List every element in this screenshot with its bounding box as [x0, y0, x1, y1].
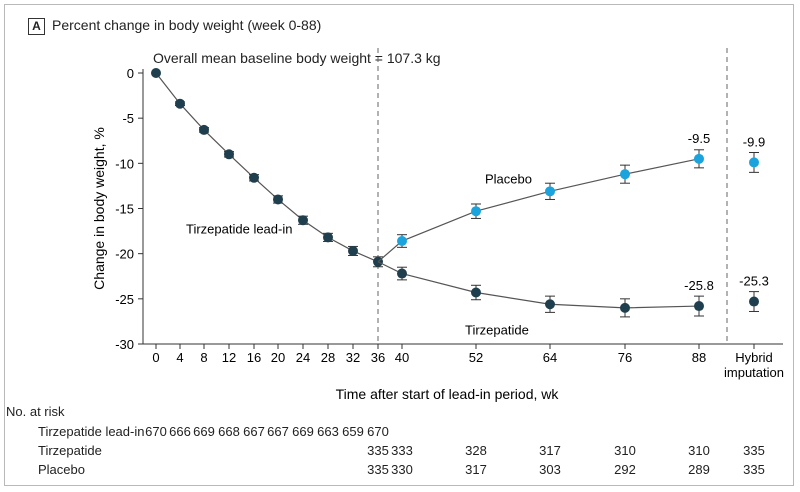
data-point — [348, 245, 358, 256]
panel-title: Percent change in body weight (week 0-88… — [52, 17, 322, 33]
value-annotation: -9.9 — [743, 134, 765, 149]
data-point — [298, 215, 308, 226]
data-point — [471, 206, 481, 217]
data-point — [694, 153, 704, 164]
y-tick-label: -25 — [115, 292, 134, 307]
data-point — [694, 301, 704, 312]
x-tick-label: 40 — [395, 350, 409, 365]
x-tick-label: 0 — [152, 350, 159, 365]
at-risk-value: 292 — [614, 462, 636, 477]
x-tick-label: 12 — [222, 350, 236, 365]
data-point — [620, 169, 630, 180]
at-risk-value: 667 — [267, 424, 289, 439]
x-tick-label: 32 — [346, 350, 360, 365]
hybrid-point — [749, 296, 759, 307]
series-line — [155, 72, 379, 263]
value-annotation: -9.5 — [688, 131, 710, 146]
at-risk-value: 666 — [169, 424, 191, 439]
at-risk-value: 335 — [743, 462, 765, 477]
at-risk-heading: No. at risk — [6, 404, 65, 419]
data-point — [199, 124, 209, 135]
at-risk-row-label: Tirzepatide — [38, 443, 102, 458]
value-annotation: -25.8 — [684, 278, 714, 293]
y-tick-label: 0 — [127, 66, 134, 81]
hybrid-point — [749, 157, 759, 168]
at-risk-value: 670 — [367, 424, 389, 439]
y-tick-label: -20 — [115, 247, 134, 262]
at-risk-row-label: Placebo — [38, 462, 85, 477]
at-risk-row-label: Tirzepatide lead-in — [38, 424, 145, 439]
at-risk-value: 317 — [539, 443, 561, 458]
at-risk-value: 335 — [367, 462, 389, 477]
x-tick-label-hybrid: Hybrid — [735, 350, 773, 365]
series-label: Placebo — [485, 172, 532, 187]
at-risk-value: 667 — [243, 424, 265, 439]
x-tick-label: 64 — [543, 350, 557, 365]
at-risk-value: 328 — [465, 443, 487, 458]
at-risk-value: 303 — [539, 462, 561, 477]
x-tick-label: 76 — [618, 350, 632, 365]
y-axis-label: Change in body weight, % — [91, 127, 107, 290]
at-risk-value: 335 — [743, 443, 765, 458]
data-point — [249, 172, 259, 183]
series-label: Tirzepatide — [465, 323, 529, 338]
data-point — [273, 194, 283, 205]
data-point — [620, 302, 630, 313]
panel-letter: A — [28, 18, 45, 35]
series-label: Tirzepatide lead-in — [186, 221, 292, 236]
data-point — [224, 149, 234, 160]
x-tick-label: 8 — [200, 350, 207, 365]
data-point — [545, 186, 555, 197]
x-tick-label: 28 — [321, 350, 335, 365]
data-point — [471, 287, 481, 298]
at-risk-value: 659 — [342, 424, 364, 439]
baseline-note: Overall mean baseline body weight = 107.… — [153, 50, 441, 66]
at-risk-value: 668 — [218, 424, 240, 439]
data-point — [151, 68, 161, 78]
x-tick-label: 24 — [296, 350, 310, 365]
value-annotation: -25.3 — [739, 274, 769, 289]
data-point — [397, 268, 407, 279]
y-tick-label: -10 — [115, 156, 134, 171]
series-line — [377, 158, 700, 263]
at-risk-value: 317 — [465, 462, 487, 477]
at-risk-value: 670 — [145, 424, 167, 439]
x-tick-label: 4 — [176, 350, 183, 365]
figure-frame — [4, 4, 794, 486]
y-tick-label: -15 — [115, 202, 134, 217]
at-risk-value: 310 — [614, 443, 636, 458]
at-risk-value: 333 — [391, 443, 413, 458]
at-risk-value: 669 — [292, 424, 314, 439]
at-risk-value: 330 — [391, 462, 413, 477]
x-tick-label: 16 — [247, 350, 261, 365]
data-point — [545, 299, 555, 310]
data-point — [323, 232, 333, 243]
x-tick-label: 20 — [271, 350, 285, 365]
at-risk-value: 289 — [688, 462, 710, 477]
data-point — [397, 236, 407, 247]
y-tick-label: -30 — [115, 337, 134, 352]
x-tick-label: 52 — [469, 350, 483, 365]
x-tick-label: 88 — [692, 350, 706, 365]
x-tick-label: 36 — [371, 350, 385, 365]
data-point — [175, 98, 185, 109]
at-risk-value: 669 — [193, 424, 215, 439]
y-tick-label: -5 — [122, 111, 134, 126]
x-axis-label: Time after start of lead-in period, wk — [336, 386, 560, 402]
at-risk-value: 663 — [317, 424, 339, 439]
series-line — [377, 261, 700, 309]
x-tick-label-imputation: imputation — [724, 365, 784, 380]
at-risk-value: 310 — [688, 443, 710, 458]
at-risk-value: 335 — [367, 443, 389, 458]
